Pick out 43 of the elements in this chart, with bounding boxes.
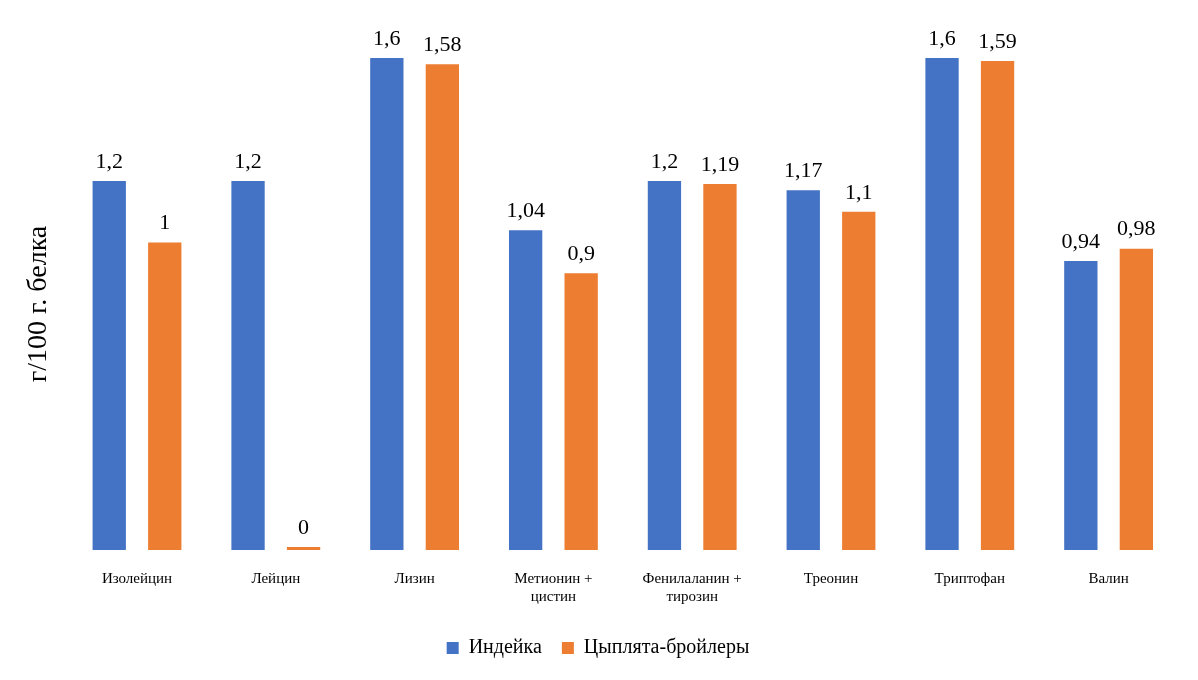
legend-label: Цыплята-бройлеры: [583, 635, 750, 659]
data-label: 1,59: [978, 27, 1017, 53]
bar: [1119, 248, 1154, 550]
data-label: 1,2: [95, 147, 123, 173]
bar: [92, 181, 126, 550]
x-tick-label: Треонин: [803, 569, 859, 586]
data-label: 0,98: [1117, 215, 1156, 241]
bar: [703, 184, 737, 550]
bar: [1064, 260, 1098, 550]
data-label: 1,6: [373, 24, 401, 50]
x-tick-label: Лизин: [394, 569, 435, 586]
data-label: 1,17: [783, 157, 823, 183]
data-label: 0,94: [1061, 227, 1101, 253]
bar: [786, 190, 820, 550]
bar: [370, 58, 404, 550]
bar: [231, 181, 265, 550]
x-tick-label: Валин: [1088, 569, 1129, 586]
data-label: 1,04: [506, 196, 545, 222]
bar: [508, 230, 543, 550]
bar: [564, 273, 598, 550]
data-label: 1,1: [845, 178, 873, 204]
x-tick-label: Лейцин: [251, 569, 301, 586]
bar: [286, 547, 321, 550]
data-label: 1,2: [234, 147, 262, 173]
data-label: 0: [298, 513, 310, 539]
bar: [980, 61, 1015, 550]
bar: [842, 211, 876, 550]
data-label: 0,9: [567, 240, 595, 266]
x-tick-label: Триптофан: [934, 569, 1006, 586]
data-label: 1,19: [700, 150, 740, 176]
bar: [647, 181, 682, 550]
data-label: 1,6: [928, 24, 956, 50]
bar: [425, 64, 460, 550]
bar: [925, 58, 959, 550]
data-label: 1,58: [423, 30, 462, 56]
x-tick-label: Метионин + цистин: [514, 569, 593, 604]
y-axis-title: г/100 г. белка: [21, 225, 53, 383]
data-label: 1,2: [650, 147, 679, 173]
x-tick-label: Фенилаланин + тирозин: [642, 569, 742, 604]
bar: [148, 242, 182, 550]
data-label: 1: [159, 209, 171, 235]
x-tick-label: Изолейцин: [101, 569, 173, 586]
legend-label: Индейка: [468, 635, 542, 659]
